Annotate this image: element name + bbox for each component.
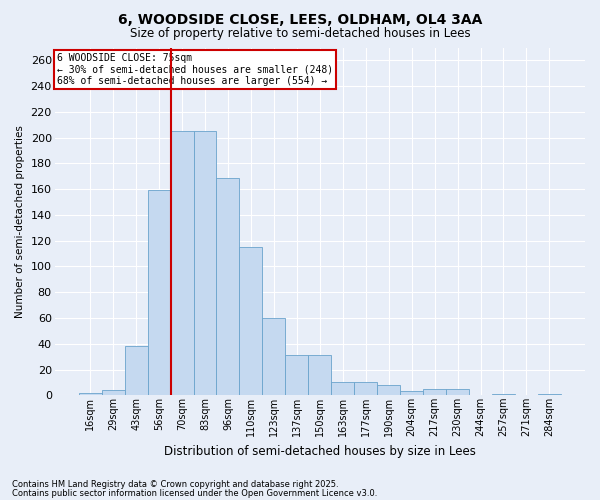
Bar [148,190,170,396]
Bar [194,131,217,396]
Y-axis label: Number of semi-detached properties: Number of semi-detached properties [15,125,25,318]
Bar [331,382,354,396]
Text: Size of property relative to semi-detached houses in Lees: Size of property relative to semi-detach… [130,28,470,40]
Bar [308,356,331,396]
Bar [239,247,262,396]
Bar [262,318,286,396]
Text: Contains HM Land Registry data © Crown copyright and database right 2025.: Contains HM Land Registry data © Crown c… [12,480,338,489]
Bar [101,390,125,396]
Bar [538,394,561,396]
Bar [423,389,446,396]
Text: 6 WOODSIDE CLOSE: 75sqm
← 30% of semi-detached houses are smaller (248)
68% of s: 6 WOODSIDE CLOSE: 75sqm ← 30% of semi-de… [57,52,334,86]
Bar [446,389,469,396]
Bar [217,178,239,396]
Text: Contains public sector information licensed under the Open Government Licence v3: Contains public sector information licen… [12,488,377,498]
Bar [377,385,400,396]
X-axis label: Distribution of semi-detached houses by size in Lees: Distribution of semi-detached houses by … [164,444,476,458]
Bar [125,346,148,396]
Bar [170,131,194,396]
Bar [79,392,101,396]
Bar [354,382,377,396]
Bar [400,392,423,396]
Text: 6, WOODSIDE CLOSE, LEES, OLDHAM, OL4 3AA: 6, WOODSIDE CLOSE, LEES, OLDHAM, OL4 3AA [118,12,482,26]
Bar [492,394,515,396]
Bar [286,356,308,396]
